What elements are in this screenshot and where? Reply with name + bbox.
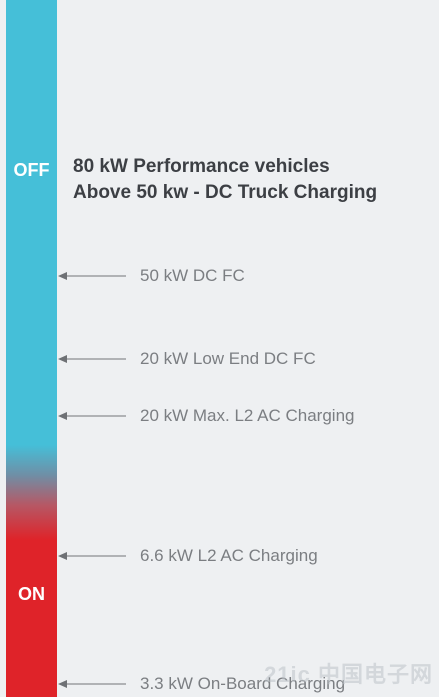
arrow-left-icon [58, 680, 126, 688]
arrow-left-icon [58, 552, 126, 560]
level-label: 50 kW DC FC [140, 266, 245, 285]
level-label: 3.3 kW On-Board Charging [140, 674, 346, 693]
title-line-2: Above 50 kw - DC Truck Charging [73, 182, 378, 203]
level-row-50kw: 50 kW DC FC [58, 265, 439, 287]
off-label: OFF [13, 160, 50, 180]
level-label: 6.6 kW L2 AC Charging [140, 546, 318, 565]
diagram-title: 80 kW Performance vehicles Above 50 kw -… [73, 154, 377, 206]
level-label: 20 kW Max. L2 AC Charging [140, 406, 355, 425]
level-row-6-6kw: 6.6 kW L2 AC Charging [58, 545, 439, 567]
level-label: 20 kW Low End DC FC [140, 349, 316, 368]
arrow-left-icon [58, 272, 126, 280]
level-row-20kw-l2: 20 kW Max. L2 AC Charging [58, 405, 439, 427]
arrow-left-icon [58, 355, 126, 363]
watermark-logo: 21ic 中国电子网 [264, 662, 433, 687]
off-on-scale-bar [6, 0, 57, 697]
title-line-1: 80 kW Performance vehicles [73, 156, 330, 177]
arrow-left-icon [58, 412, 126, 420]
level-row-20kw-dc: 20 kW Low End DC FC [58, 348, 439, 370]
level-row-3-3kw: 3.3 kW On-Board Charging [58, 673, 439, 695]
on-label: ON [18, 584, 45, 604]
